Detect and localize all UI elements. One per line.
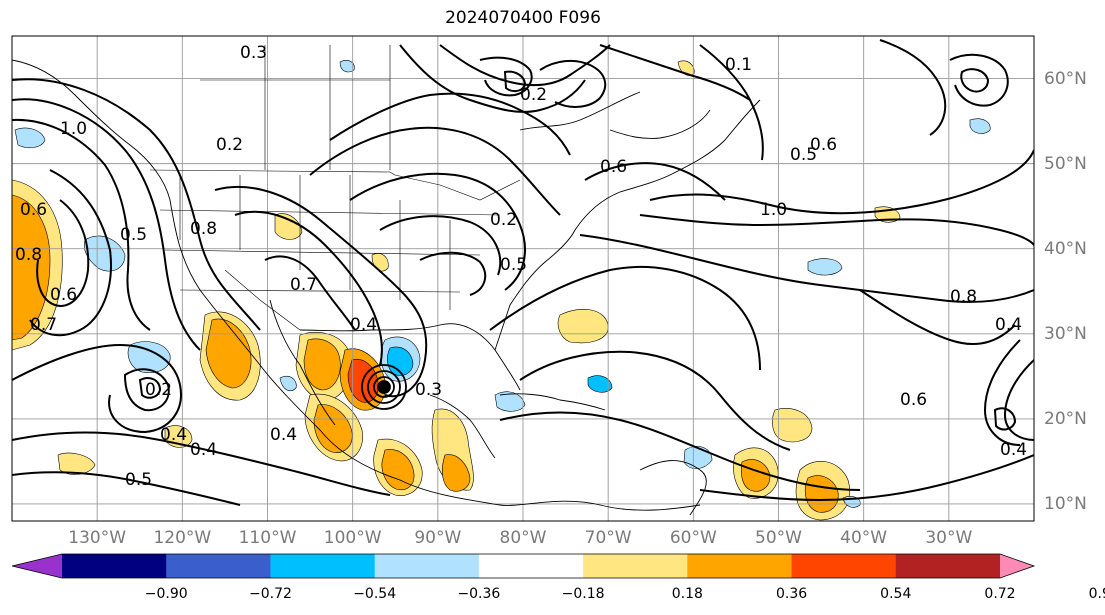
contour-label: 0.5 bbox=[125, 470, 152, 490]
contour-label: 1.0 bbox=[760, 200, 787, 220]
map-title: 2024070400 F096 bbox=[445, 8, 601, 28]
colorbar-tick-label: 0.36 bbox=[775, 586, 808, 602]
contour-label: 0.6 bbox=[810, 135, 837, 155]
cyclone-marker bbox=[361, 364, 407, 410]
lon-label: 40°W bbox=[840, 528, 888, 548]
lon-label: 100°W bbox=[323, 528, 382, 548]
colorbar-segment bbox=[62, 554, 167, 578]
colorbar-tick-label: −0.36 bbox=[457, 586, 501, 602]
colorbar-segment bbox=[583, 554, 688, 578]
contour-label: 0.5 bbox=[500, 255, 527, 275]
contour-label: 0.8 bbox=[15, 245, 42, 265]
lon-label: 90°W bbox=[414, 528, 462, 548]
contour-label: 0.8 bbox=[190, 219, 217, 239]
contour-label: 0.4 bbox=[270, 425, 297, 445]
colorbar-tick-label: 0.90 bbox=[1088, 586, 1105, 602]
colorbar-tick-label: 0.72 bbox=[984, 586, 1016, 602]
contour-label: 0.3 bbox=[415, 380, 442, 400]
colorbar-segment bbox=[478, 554, 584, 578]
colorbar-tick-label: −0.90 bbox=[144, 586, 188, 602]
contour-label: 0.4 bbox=[160, 425, 187, 445]
colorbar-segment bbox=[12, 554, 62, 578]
colorbar-segment bbox=[687, 554, 793, 578]
contour-label: 0.2 bbox=[145, 380, 172, 400]
contour-label: 0.7 bbox=[290, 275, 317, 295]
lat-label: 50°N bbox=[1044, 153, 1087, 174]
colorbar-segment bbox=[895, 554, 1001, 578]
contour-label: 0.6 bbox=[600, 157, 627, 177]
contour-labels: 0.30.21.00.50.6 0.70.80.20.40.40.50.70.80… bbox=[15, 43, 1027, 490]
colorbar-segment bbox=[166, 554, 271, 578]
contour-label: 0.3 bbox=[240, 43, 267, 63]
negative-anomaly-shading bbox=[14, 60, 991, 508]
map-plot: 0.30.21.00.50.6 0.70.80.20.40.40.50.70.80… bbox=[11, 35, 1035, 522]
lon-label: 70°W bbox=[584, 528, 632, 548]
contour-label: 0.5 bbox=[790, 145, 817, 165]
colorbar-tick-label: 0.54 bbox=[880, 586, 912, 602]
lon-label: 30°W bbox=[925, 528, 973, 548]
lon-label: 130°W bbox=[68, 528, 127, 548]
lon-label: 120°W bbox=[153, 528, 212, 548]
contour-label: 0.5 bbox=[120, 225, 147, 245]
contour-label: 1.0 bbox=[60, 119, 87, 139]
contour-label: 0.2 bbox=[216, 135, 243, 155]
lon-label: 80°W bbox=[499, 528, 547, 548]
colorbar-tick-label: −0.18 bbox=[561, 586, 605, 602]
colorbar-segment bbox=[1000, 554, 1034, 578]
colorbar-segment bbox=[791, 554, 897, 578]
contour-label: 0.2 bbox=[490, 210, 517, 230]
lat-label: 60°N bbox=[1044, 68, 1087, 89]
contour-label: 0.8 bbox=[950, 287, 977, 307]
positive-anomaly-shading bbox=[12, 60, 901, 521]
colorbar-tick-label: −0.72 bbox=[248, 586, 292, 602]
map-frame bbox=[11, 35, 1035, 522]
contour-label: 0.4 bbox=[190, 440, 217, 460]
colorbar-segment bbox=[270, 554, 376, 578]
contour-lines bbox=[12, 39, 1034, 506]
coastlines bbox=[12, 59, 761, 516]
contour-label: 0.6 bbox=[20, 200, 47, 220]
lat-label: 10°N bbox=[1044, 493, 1087, 514]
colorbar-tick-label: 0.18 bbox=[671, 586, 703, 602]
contour-label: 0.6 bbox=[50, 285, 77, 305]
contour-label: 0.4 bbox=[350, 315, 377, 335]
political-borders bbox=[149, 45, 521, 331]
lon-label: 110°W bbox=[238, 528, 297, 548]
lat-label: 20°N bbox=[1044, 408, 1087, 429]
lon-label: 50°W bbox=[755, 528, 802, 548]
contour-label: 0.1 bbox=[725, 55, 752, 75]
lon-label: 60°W bbox=[669, 528, 717, 548]
contour-label: 0.4 bbox=[995, 315, 1022, 335]
colorbar-outline bbox=[11, 553, 1036, 579]
lat-label: 30°N bbox=[1044, 323, 1087, 344]
contour-label: 0.7 bbox=[30, 315, 57, 335]
contour-label: 0.2 bbox=[520, 85, 547, 105]
contour-label: 0.4 bbox=[1000, 440, 1027, 460]
colorbar-segment bbox=[374, 554, 480, 578]
colorbar-tick-label: −0.54 bbox=[353, 586, 397, 602]
lat-label: 40°N bbox=[1044, 238, 1087, 259]
contour-label: 0.6 bbox=[900, 390, 927, 410]
